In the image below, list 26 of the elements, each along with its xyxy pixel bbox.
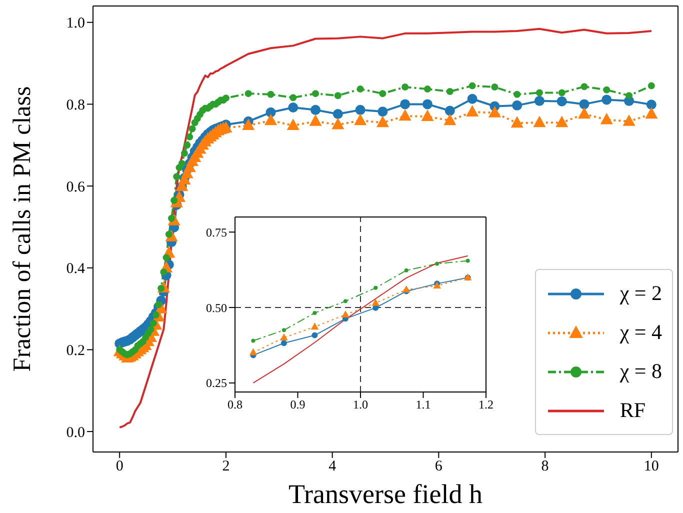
legend-label: RF [620, 398, 646, 423]
y-tick-label: 0.75 [206, 225, 227, 240]
y-tick-label: 0.0 [66, 424, 85, 441]
x-tick-label: 1.1 [416, 398, 431, 412]
x-tick-label: 4 [328, 458, 337, 475]
x-tick-label: 0.8 [228, 398, 242, 412]
x-tick-label: 1.0 [353, 398, 368, 412]
legend-label: χ = 8 [620, 359, 662, 384]
y-tick-label: 0.8 [66, 98, 85, 114]
legend-label: χ = 4 [620, 320, 662, 345]
y-tick-label: 0.2 [66, 343, 85, 360]
y-tick-label: 0.25 [206, 376, 227, 390]
y-tick-label: 0.6 [66, 179, 86, 196]
x-tick-label: 8 [541, 458, 549, 475]
y-tick-label: 1.0 [66, 16, 85, 32]
y-tick-label: 0.4 [66, 261, 86, 278]
x-tick-label: 2 [222, 458, 230, 475]
x-tick-label: 1.2 [478, 398, 494, 412]
x-tick-label: 6 [434, 458, 443, 475]
x-axis-title: Transverse field h [288, 479, 483, 509]
y-tick-label: 0.50 [206, 300, 227, 315]
y-axis-title: Fraction of calls in PM class [8, 86, 36, 372]
legend-label: χ = 2 [620, 281, 662, 306]
x-tick-label: 0 [116, 458, 124, 475]
x-tick-label: 10 [644, 458, 659, 475]
x-tick-label: 0.9 [290, 398, 306, 412]
